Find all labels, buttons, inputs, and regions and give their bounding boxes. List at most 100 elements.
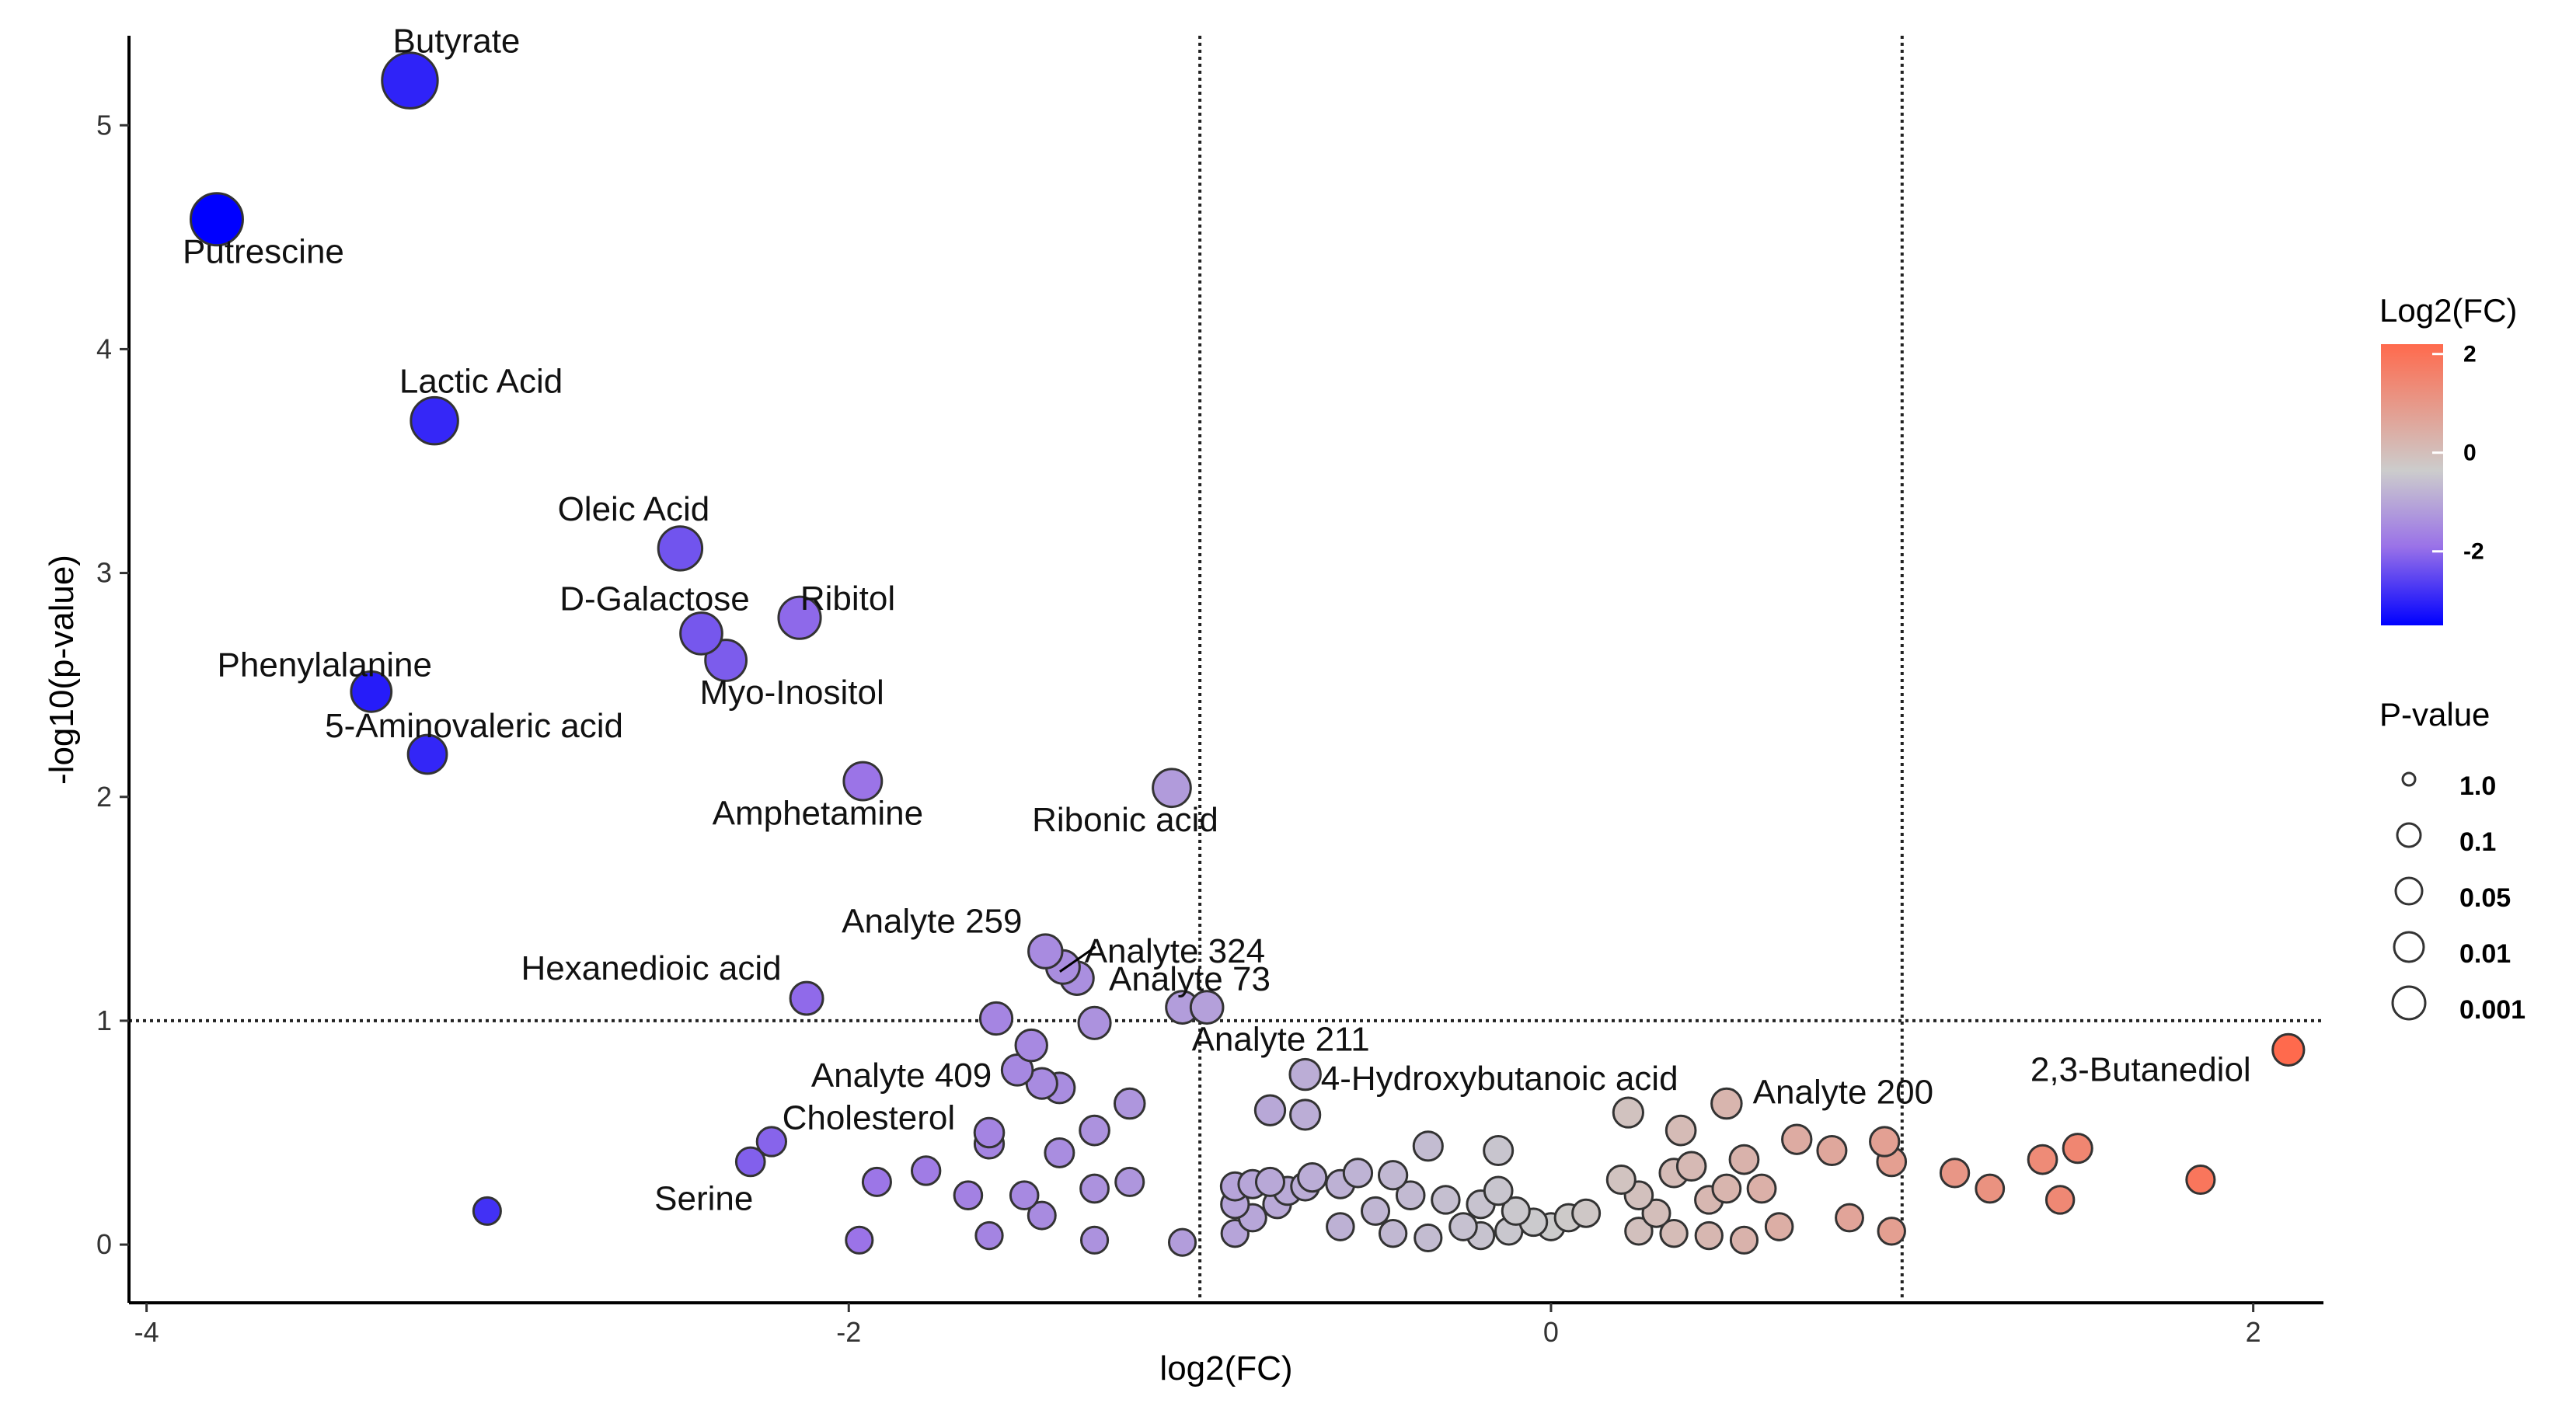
data-point [2044,1185,2076,1215]
data-point [1342,1158,1374,1189]
point-label: Analyte 211 [1192,1021,1370,1059]
point-label: D-Galactose [559,580,750,618]
y-tick-label: 4 [96,332,112,364]
x-axis-title: log2(FC) [1159,1349,1292,1387]
x-tick-label: 0 [1543,1316,1559,1348]
y-tick-label: 1 [96,1004,112,1036]
data-point [1360,1196,1391,1226]
data-point [1975,1173,2006,1204]
data-point [1571,1198,1602,1228]
data-point [973,1116,1006,1149]
data-point [1694,1220,1724,1251]
data-point [1675,1151,1707,1182]
size-legend-circle [2391,985,2427,1021]
point-label: Serine [654,1179,753,1217]
y-tick-label: 5 [96,109,112,141]
data-point [1641,1198,1671,1228]
data-point [1729,1225,1759,1255]
data-point [1326,1212,1355,1241]
labeled-data-point [1288,1057,1322,1092]
data-point [2062,1133,2093,1165]
colorbar-ticks: 2 0 -2 [2432,342,2484,565]
point-label: Putrescine [183,232,344,270]
labeled-data-point [978,1001,1014,1036]
axes [127,36,2323,1304]
colorbar-tick-label: 0 [2463,440,2477,466]
point-label: Lactic Acid [399,363,563,401]
data-point [861,1166,892,1197]
data-point [1297,1162,1328,1193]
data-point [1877,1217,1906,1246]
point-label: Myo-Inositol [700,674,884,712]
y-tick-label: 3 [96,557,112,589]
data-point [1253,1094,1287,1126]
size-legend-label: 1.0 [2459,771,2496,801]
point-label: Ribonic acid [1032,801,1218,839]
data-point [1728,1144,1760,1175]
point-label: 2,3-Butanediol [2030,1050,2251,1088]
point-label: Analyte 324 [1085,932,1265,970]
point-label: Analyte 73 [1109,960,1271,998]
data-point [1664,1114,1697,1147]
data-point [1412,1130,1444,1162]
point-label: Amphetamine [713,795,923,833]
data-point [1816,1135,1848,1167]
size-legend-circle [2393,931,2425,963]
data-point [1624,1217,1654,1246]
data-point [1077,1005,1112,1040]
point-label: Butyrate [393,23,521,61]
data-point [1254,1166,1285,1197]
data-point [1711,1173,1742,1204]
size-legend-entries: 1.0 0.1 0.05 0.01 0.001 [2391,771,2525,1025]
labeled-data-point [406,733,448,775]
data-point [1079,1225,1110,1255]
colorbar-tick-label: 2 [2463,342,2477,367]
point-label: Oleic Acid [558,490,710,528]
data-point [1659,1218,1689,1248]
color-legend: Log2(FC) 2 0 -2 [2379,292,2517,625]
labeled-data-point [381,51,439,110]
threshold-lines [129,36,2323,1303]
point-label: Analyte 409 [811,1057,992,1095]
y-axis-title: -log10(p-value) [43,555,81,785]
data-point [953,1180,984,1210]
labeled-data-point [2271,1032,2306,1067]
data-point [1395,1180,1426,1210]
size-legend-circle [2396,822,2422,848]
size-legend-label: 0.01 [2459,939,2511,969]
labeled-data-point [350,670,393,713]
data-point [1079,1173,1110,1204]
size-legend-title: P-value [2379,696,2490,733]
size-legend-circle [2394,876,2424,906]
data-point [472,1196,502,1226]
data-point [1781,1123,1813,1155]
size-legend-circle [2401,771,2417,787]
y-tick-label: 2 [96,781,112,813]
labeled-data-point [1189,990,1225,1025]
point-labels: Butyrate Putrescine Lactic Acid Oleic Acid D… [183,23,2251,1218]
labeled-data-point [1710,1087,1743,1120]
colorbar [2381,344,2443,625]
data-point [1869,1126,1901,1158]
x-tick-label: -4 [134,1316,159,1348]
labeled-data-point [755,1126,788,1158]
size-legend-label: 0.001 [2459,995,2525,1025]
data-point [1764,1212,1794,1241]
point-label: Analyte 200 [1753,1074,1933,1112]
data-point [845,1225,874,1255]
data-point [1746,1173,1777,1204]
axis-ticks: -4 -2 0 2 0 1 2 3 4 5 [96,109,2261,1348]
data-point [1113,1087,1146,1120]
data-point [1605,1164,1637,1196]
label-leader-line [1059,945,1096,973]
data-point [1378,1218,1408,1248]
labeled-data-point [679,611,723,656]
labeled-data-point [1027,933,1064,970]
size-legend-label: 0.1 [2459,827,2496,857]
labeled-data-point [789,980,824,1016]
point-label: Hexanedioic acid [521,949,782,987]
data-point [1289,1098,1322,1131]
labeled-data-point [657,525,704,572]
point-label: Analyte 259 [842,903,1022,941]
